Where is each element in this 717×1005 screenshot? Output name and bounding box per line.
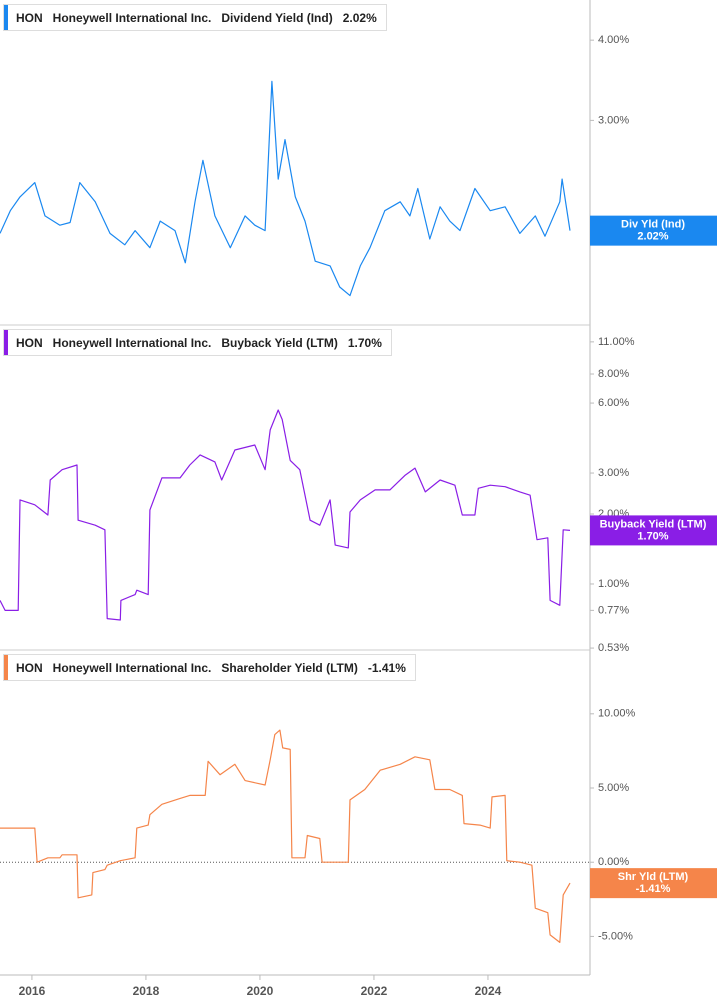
series-header: HON Honeywell International Inc. Dividend … (3, 4, 387, 31)
y-tick-label: 1.00% (598, 578, 629, 590)
series-header: HON Honeywell International Inc. Buyback Y… (3, 329, 392, 356)
y-tick-label: 11.00% (598, 336, 635, 348)
series-line (0, 729, 571, 943)
y-tick-label: 0.00% (598, 856, 629, 868)
series-line (0, 409, 571, 621)
metric-name: Buyback Yield (LTM) (221, 335, 338, 350)
series-line (0, 80, 571, 297)
y-tick-label: 8.00% (598, 368, 629, 380)
value-badge: Div Yld (Ind)2.02% (590, 215, 717, 246)
y-tick-label: 3.00% (598, 467, 629, 479)
y-tick-label: 10.00% (598, 708, 636, 720)
header-color-bar (4, 655, 8, 680)
header-color-bar (4, 5, 8, 30)
company-name: Honeywell International Inc. (52, 660, 212, 675)
badge-label: Div Yld (Ind) (621, 219, 685, 231)
y-tick-label: 5.00% (598, 782, 629, 794)
badge-box (590, 868, 717, 899)
y-tick-label: 4.00% (598, 34, 629, 46)
company-name: Honeywell International Inc. (52, 335, 212, 350)
y-tick-label: 3.00% (598, 114, 629, 126)
badge-value: 2.02% (637, 231, 668, 243)
value-badge: Shr Yld (LTM)-1.41% (590, 868, 717, 899)
last-value: 1.70% (347, 335, 382, 350)
badge-value: -1.41% (636, 883, 671, 895)
y-tick-label: -5.00% (598, 930, 633, 942)
last-value: -1.41% (367, 660, 406, 675)
ticker: HON (16, 660, 43, 675)
badge-label: Buyback Yield (LTM) (600, 518, 707, 530)
x-tick-label: 2018 (133, 984, 160, 998)
header-color-bar (4, 330, 8, 355)
metric-name: Dividend Yield (Ind) (221, 10, 333, 25)
y-tick-label: 0.77% (598, 604, 629, 616)
ticker: HON (16, 10, 43, 25)
y-tick-label: 0.53% (598, 642, 629, 654)
x-tick-label: 2020 (247, 984, 274, 998)
badge-box (590, 515, 717, 546)
series-header: HON Honeywell International Inc. Sharehold… (3, 654, 416, 681)
value-badge: Buyback Yield (LTM)1.70% (590, 515, 717, 546)
badge-box (590, 215, 717, 246)
last-value: 2.02% (342, 10, 377, 25)
x-tick-label: 2022 (361, 984, 388, 998)
x-tick-label: 2016 (19, 984, 46, 998)
ticker: HON (16, 335, 43, 350)
y-tick-label: 6.00% (598, 397, 629, 409)
company-name: Honeywell International Inc. (52, 10, 212, 25)
metric-name: Shareholder Yield (LTM) (221, 660, 358, 675)
badge-label: Shr Yld (LTM) (618, 871, 689, 883)
badge-value: 1.70% (637, 530, 668, 542)
x-tick-label: 2024 (475, 984, 502, 998)
